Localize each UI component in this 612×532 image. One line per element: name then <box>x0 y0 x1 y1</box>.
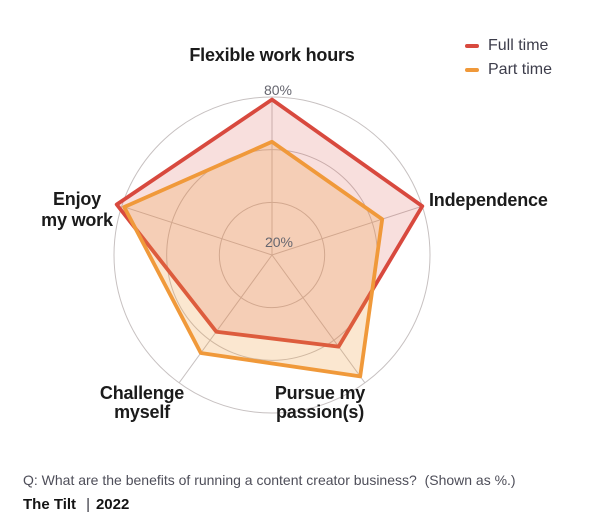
series-polygon-full-time <box>114 97 425 349</box>
axis-label-pursue-my-passions: Pursue my passion(s) <box>260 384 380 422</box>
series-polygon-part-time <box>122 139 385 379</box>
source-year: 2022 <box>95 496 130 513</box>
source-line: The Tilt | 2022 <box>23 496 129 513</box>
grid-spoke <box>178 254 273 384</box>
grid-spoke <box>271 205 423 256</box>
source-divider: | <box>86 496 90 513</box>
axis-label-line: Pursue my <box>274 383 366 403</box>
source-name: The Tilt <box>23 496 77 513</box>
axis-label-line: Independence <box>429 190 548 210</box>
axis-label-line: Enjoy <box>52 189 101 209</box>
axis-label-line: Challenge <box>99 383 185 403</box>
radial-tick-20-percent: 20% <box>264 234 294 250</box>
full-time-swatch-icon <box>465 44 479 48</box>
legend-label: Part time <box>488 61 553 78</box>
axis-label-independence: Independence <box>429 191 599 210</box>
legend-item-full-time: Full time <box>465 34 552 58</box>
axis-label-enjoy-my-work: Enjoy my work <box>17 189 137 231</box>
grid-spoke <box>271 254 366 384</box>
axis-label-line: Flexible work hours <box>189 45 355 65</box>
question-caption: Q: What are the benefits of running a co… <box>23 472 516 488</box>
grid-spoke <box>121 205 273 256</box>
part-time-swatch-icon <box>465 68 479 72</box>
axis-label-challenge-myself: Challenge myself <box>82 384 202 422</box>
legend-item-part-time: Part time <box>465 58 552 82</box>
axis-label-flexible-work-hours: Flexible work hours <box>122 45 422 65</box>
radial-tick-80-percent: 80% <box>263 82 293 98</box>
legend: Full time Part time <box>465 34 552 82</box>
axis-label-line: my work <box>41 210 113 230</box>
legend-label: Full time <box>488 37 549 54</box>
axis-label-line: passion(s) <box>275 402 365 422</box>
axis-label-line: myself <box>114 402 170 422</box>
